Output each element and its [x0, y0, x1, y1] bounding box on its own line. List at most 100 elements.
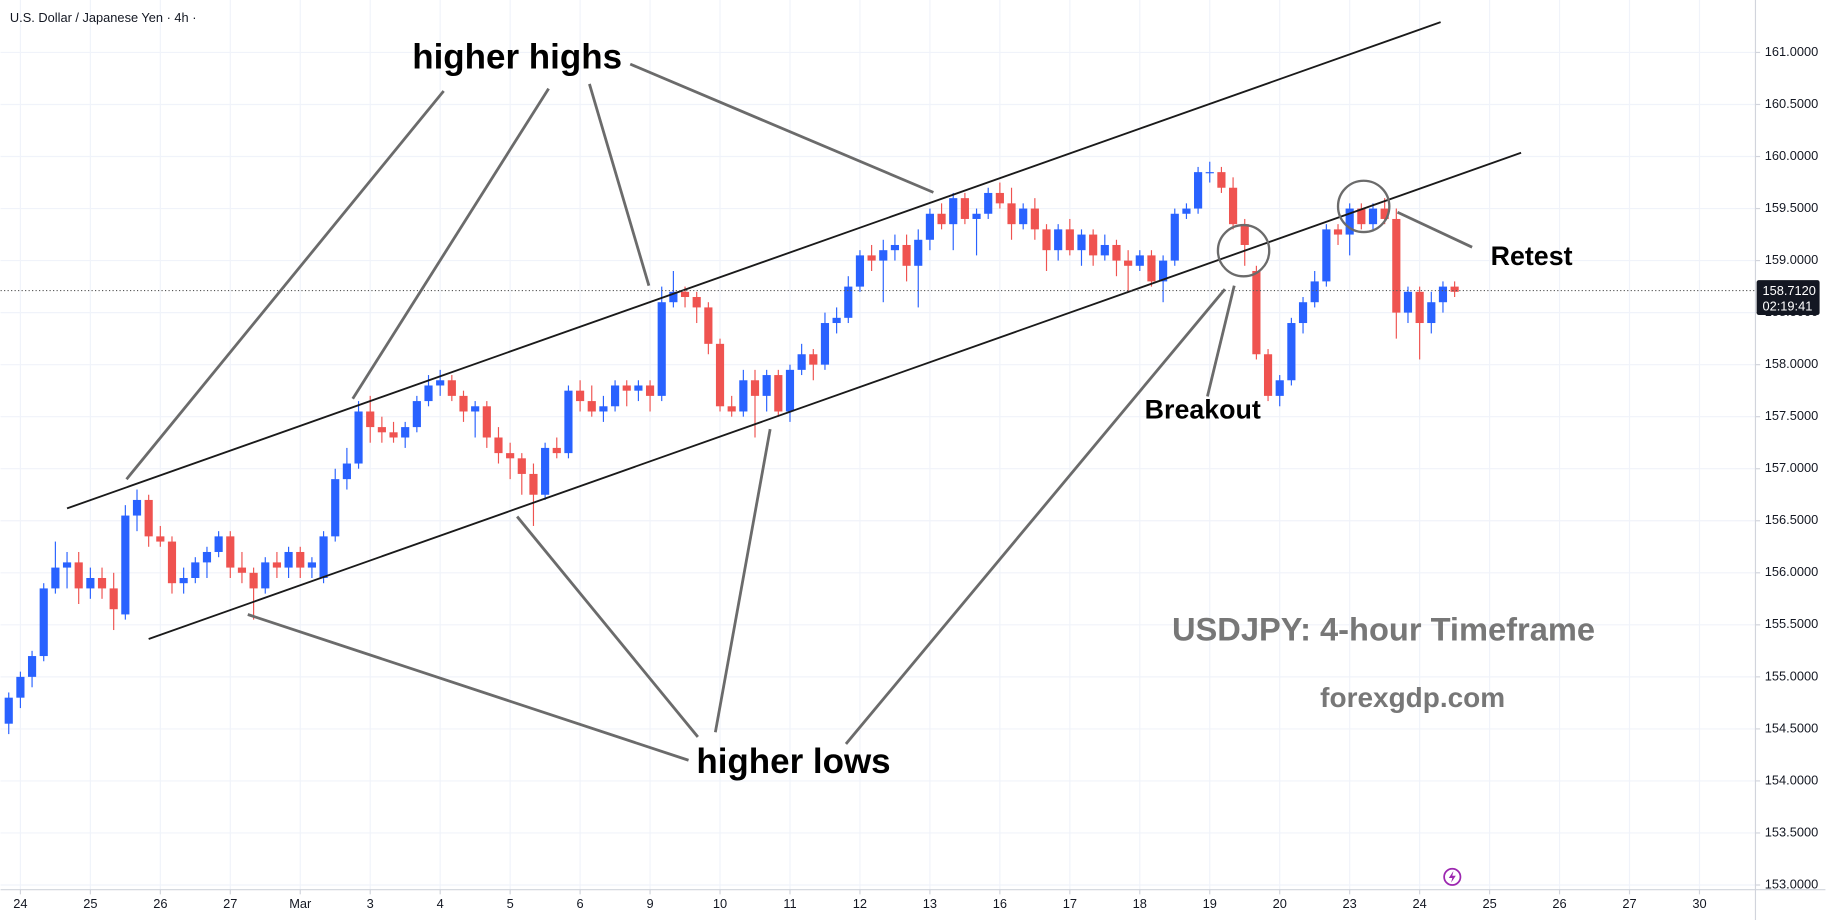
candle-body [1368, 208, 1378, 225]
candle-body [949, 198, 958, 225]
candle-body [995, 192, 1004, 204]
candle-body [622, 385, 631, 391]
candle-body [739, 380, 748, 412]
candle-body [599, 406, 608, 412]
candle-body [272, 562, 282, 568]
x-tick-label: Mar [289, 896, 312, 911]
candle-body [1263, 354, 1273, 396]
candle-body [179, 577, 188, 584]
y-tick-label: 160.5000 [1765, 96, 1818, 111]
x-tick-label: 4 [437, 896, 444, 911]
candle-body [1124, 260, 1133, 266]
candle-body [529, 473, 538, 495]
y-tick-label: 154.0000 [1765, 772, 1818, 787]
x-tick-label: 30 [1692, 896, 1706, 911]
candle-body [39, 588, 48, 657]
x-tick-label: 13 [923, 896, 937, 911]
candle-body [820, 323, 830, 365]
last-price-label: 158.7120 [1762, 283, 1815, 298]
candle-body [494, 437, 503, 454]
candle-body [412, 401, 421, 428]
pointer [844, 288, 1226, 745]
x-tick-label: 12 [853, 896, 867, 911]
x-tick-label: 23 [1343, 896, 1357, 911]
x-tick-label: 26 [153, 896, 167, 911]
candle-body [890, 244, 900, 251]
candle-body [844, 286, 853, 318]
pointer [629, 62, 934, 194]
candle-body [1357, 208, 1366, 225]
y-tick-label: 158.0000 [1765, 356, 1818, 371]
candle-body [762, 375, 771, 396]
x-tick-label: 24 [1413, 896, 1427, 911]
annotation: Retest [1491, 241, 1573, 271]
candle-body [51, 567, 60, 589]
candle-body [1077, 234, 1086, 251]
last-price-box [1756, 280, 1820, 316]
candle-body [459, 395, 468, 412]
candle-body [342, 463, 351, 480]
x-tick-label: 3 [367, 896, 374, 911]
candle-body [832, 317, 841, 324]
candle-body [564, 390, 573, 454]
x-tick-label: 10 [713, 896, 727, 911]
candle-body [704, 307, 713, 344]
y-tick-label: 156.0000 [1765, 564, 1818, 579]
candle-body [1147, 255, 1156, 282]
candle-body [680, 291, 690, 298]
pointer [125, 90, 445, 481]
x-tick-label: 6 [577, 896, 584, 911]
candle-body [879, 250, 888, 261]
candle-body [645, 385, 655, 396]
candle-body [4, 697, 13, 724]
candle-body [401, 427, 410, 438]
candle-body [984, 192, 993, 214]
pointer [247, 613, 689, 762]
candle-body [202, 551, 212, 563]
candle-body [144, 499, 153, 537]
candle-body [447, 380, 456, 396]
y-tick-label: 153.5000 [1765, 824, 1818, 839]
x-tick-label: 25 [83, 896, 97, 911]
candle-body [902, 244, 911, 266]
candle-body [1252, 270, 1261, 355]
x-tick-label: 11 [783, 896, 796, 911]
candle-body [809, 354, 818, 365]
y-tick-label: 159.5000 [1765, 200, 1818, 215]
watermark-source: forexgdp.com [1320, 682, 1505, 713]
pointer [516, 515, 699, 738]
candle-body [1205, 172, 1214, 174]
candle-body [1228, 187, 1238, 225]
x-tick-label: 17 [1063, 896, 1077, 911]
candle-body [296, 551, 305, 568]
candle-body [471, 406, 480, 412]
candle-body [1182, 208, 1191, 214]
candle-body [319, 536, 328, 578]
x-tick-label: 26 [1552, 896, 1566, 911]
candle-body [167, 541, 177, 584]
candle-body [1007, 203, 1016, 225]
pointer [351, 87, 550, 400]
y-tick-label: 156.5000 [1765, 512, 1818, 527]
candle-body [62, 562, 72, 568]
annotation: higher highs [412, 38, 622, 77]
y-tick-label: 160.0000 [1765, 148, 1818, 163]
annotation: Breakout [1145, 395, 1261, 425]
candle-body [1380, 208, 1389, 219]
candle-body [1170, 213, 1179, 261]
candle-body [797, 354, 806, 370]
candle-body [1042, 229, 1051, 251]
candle-body [1217, 172, 1226, 188]
x-tick-label: 25 [1482, 896, 1496, 911]
event-icon[interactable] [1443, 867, 1462, 886]
candle-body [214, 536, 223, 552]
candle-body [307, 562, 316, 568]
candle-body [657, 302, 666, 396]
candle-body [27, 656, 37, 677]
symbol-title: U.S. Dollar / Japanese Yen · 4h · [10, 10, 197, 25]
x-tick-label: 19 [1203, 896, 1217, 911]
x-tick-label: 20 [1273, 896, 1287, 911]
